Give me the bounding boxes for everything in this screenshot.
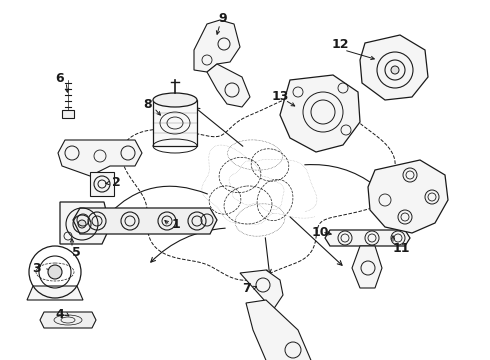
Polygon shape (58, 140, 142, 176)
Text: 13: 13 (272, 90, 290, 103)
Text: 6: 6 (55, 72, 64, 85)
Text: 2: 2 (112, 176, 121, 189)
Polygon shape (153, 100, 197, 146)
Text: 8: 8 (143, 99, 151, 112)
Polygon shape (62, 110, 74, 118)
Polygon shape (73, 208, 217, 234)
Text: 3: 3 (32, 261, 41, 274)
Circle shape (48, 265, 62, 279)
Polygon shape (90, 172, 114, 196)
Polygon shape (207, 64, 250, 107)
Polygon shape (352, 246, 382, 288)
Text: 12: 12 (332, 39, 349, 51)
Polygon shape (280, 75, 360, 152)
Circle shape (391, 66, 399, 74)
Text: 7: 7 (242, 282, 251, 294)
Circle shape (78, 220, 86, 228)
Polygon shape (240, 270, 283, 310)
Polygon shape (194, 20, 240, 72)
Text: 4: 4 (55, 307, 64, 320)
Text: 1: 1 (172, 219, 181, 231)
Polygon shape (325, 230, 410, 246)
Polygon shape (60, 202, 110, 244)
Polygon shape (246, 300, 313, 360)
Ellipse shape (153, 93, 197, 107)
Polygon shape (40, 312, 96, 328)
Text: 11: 11 (393, 242, 411, 255)
Polygon shape (27, 286, 83, 300)
Polygon shape (360, 35, 428, 100)
Text: 9: 9 (218, 12, 227, 24)
Text: 5: 5 (72, 246, 81, 258)
Text: 10: 10 (312, 225, 329, 238)
Polygon shape (368, 160, 448, 233)
